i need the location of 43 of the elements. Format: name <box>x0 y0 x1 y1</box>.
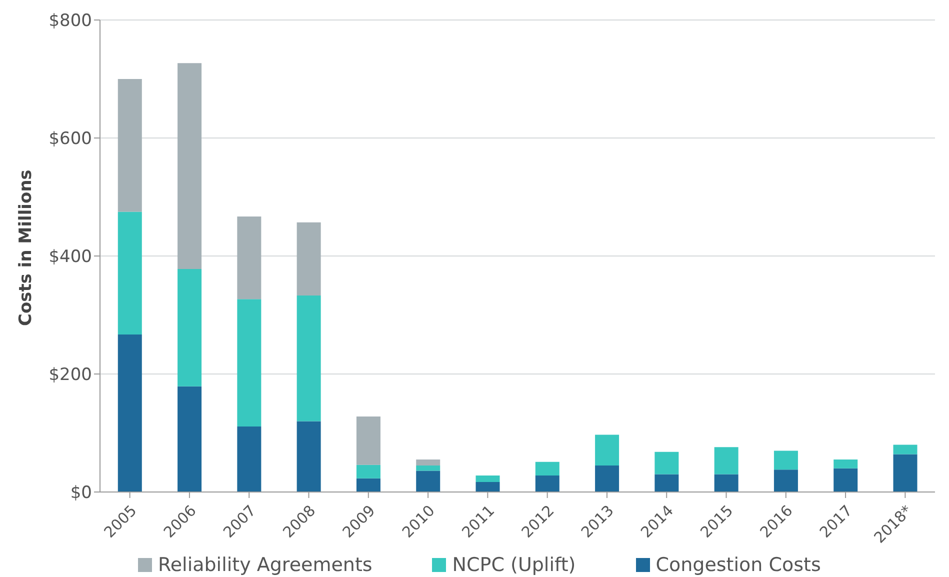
legend-label: Reliability Agreements <box>157 554 372 576</box>
y-tick-label: $600 <box>48 129 92 150</box>
y-tick-label: $200 <box>48 365 92 386</box>
bar <box>178 63 202 269</box>
bar <box>356 416 380 465</box>
bar <box>893 444 918 454</box>
bar <box>237 216 262 300</box>
legend-label: Congestion Costs <box>654 554 821 576</box>
bar <box>296 421 321 492</box>
bar <box>296 296 321 422</box>
bar <box>476 482 500 492</box>
bar <box>654 474 679 492</box>
bar <box>834 460 858 468</box>
bar <box>595 465 620 492</box>
bar <box>774 450 798 470</box>
bar <box>476 475 500 482</box>
bar <box>714 447 738 474</box>
bar <box>535 475 560 492</box>
bar <box>118 334 142 492</box>
bar <box>774 470 798 492</box>
bar <box>237 426 262 492</box>
bar <box>834 468 858 492</box>
bar <box>595 434 620 466</box>
bar <box>296 222 321 296</box>
bar <box>893 454 918 492</box>
y-tick-label: $0 <box>70 483 92 504</box>
y-tick-label: $400 <box>48 247 92 268</box>
bar <box>356 464 380 478</box>
bar <box>237 299 262 427</box>
bar <box>654 452 679 474</box>
legend-label: NCPC (Uplift) <box>451 554 576 576</box>
y-axis-title: Costs in Millions <box>16 170 36 326</box>
bar <box>416 470 440 492</box>
bar <box>118 212 142 334</box>
y-tick-label: $800 <box>48 11 92 32</box>
bar <box>178 268 202 386</box>
bar <box>416 460 440 466</box>
bar <box>356 478 380 492</box>
bar <box>118 79 142 212</box>
bar <box>178 386 202 492</box>
bar <box>535 462 560 476</box>
bar <box>714 474 738 492</box>
bar <box>416 465 440 471</box>
